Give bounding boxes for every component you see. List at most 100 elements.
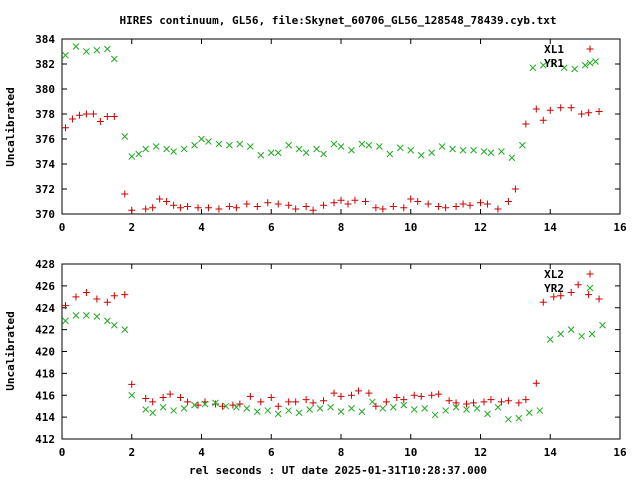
yr2-point (557, 330, 565, 338)
x-tick-label: 6 (268, 446, 275, 459)
xl1-point (379, 205, 387, 213)
xl1-point (243, 200, 251, 208)
xl2-point (229, 401, 237, 409)
x-tick-label: 4 (198, 446, 205, 459)
yr1-point (191, 141, 198, 149)
yr2-point (103, 317, 111, 325)
yr1-point (571, 65, 579, 73)
xl2-point (246, 392, 254, 400)
xl2-point (110, 292, 118, 300)
yr2-point (567, 326, 575, 333)
y-tick-label: 376 (35, 133, 55, 146)
yr1-point (550, 60, 558, 68)
yr2-point (546, 336, 554, 343)
yr1-point (320, 150, 327, 158)
xl1-point (578, 110, 586, 118)
xl1-point (225, 203, 233, 210)
x-axis-label: rel seconds : UT date 2025-01-31T10:28:3… (189, 464, 487, 477)
xl2-point (121, 291, 129, 299)
xl2-point (445, 397, 453, 405)
x-tick-label: 12 (474, 221, 487, 234)
xl1-point (595, 108, 603, 115)
x-tick-label: 2 (128, 221, 135, 234)
yr1-point (121, 133, 129, 140)
yr2-point (142, 406, 150, 413)
top-panel: Uncalibrated 0 2 4 6 8 10 12 14 16 370 372 374 376 37… (4, 33, 627, 234)
y-tick-label: 424 (35, 302, 55, 315)
yr2-point (337, 408, 345, 416)
yr2-point (536, 407, 544, 414)
xl1-point (264, 199, 272, 207)
yr2-point (159, 403, 167, 411)
y-tick-label: 414 (35, 411, 55, 424)
y-tick-label: 422 (35, 324, 55, 337)
xl2-point (417, 392, 425, 400)
yr1-point (386, 150, 394, 158)
y-tick-label: 428 (35, 258, 55, 271)
x-tick-label: 16 (613, 221, 627, 234)
xl1-point (177, 204, 185, 212)
xl1-point (539, 116, 547, 124)
xl1-point (389, 203, 397, 210)
yr2-point (599, 321, 606, 329)
xl2-point (585, 291, 593, 299)
yr1-point (135, 150, 143, 158)
yr2-point (306, 406, 313, 413)
xl2-point (309, 399, 317, 407)
xl1-point (424, 200, 432, 208)
yr1-point (529, 64, 537, 72)
yr1-point (581, 61, 589, 69)
xl2-point (337, 392, 345, 400)
xl1-point (142, 205, 150, 213)
x-tick-label: 6 (268, 221, 275, 234)
xl1-point (232, 204, 240, 212)
xl1-point (361, 198, 369, 205)
yr2-point (233, 403, 240, 411)
yr2-point (72, 312, 80, 319)
bottom-y-axis-label: Uncalibrated (4, 311, 17, 390)
xl2-point (274, 402, 282, 410)
xl2-point (218, 402, 226, 410)
xl1-point (414, 198, 422, 205)
yr2-point (180, 405, 188, 412)
xl2-point (382, 398, 390, 406)
yr2-point (285, 407, 293, 414)
x-tick-label: 8 (338, 446, 345, 459)
xl1-point (149, 204, 157, 212)
yr1-point (407, 146, 415, 154)
xl1-point (194, 204, 202, 212)
yr1-point (215, 140, 223, 148)
xl1-point (61, 124, 69, 132)
xl2-point (166, 390, 174, 398)
xl1-point (215, 205, 223, 213)
bottom-plot-frame (61, 263, 621, 440)
yr1-point (163, 145, 170, 153)
x-tick-label: 12 (474, 446, 487, 459)
yr2-point (62, 317, 69, 325)
yr1-point (236, 140, 244, 148)
yr1-point (459, 146, 467, 154)
y-tick-label: 420 (35, 346, 55, 359)
xl1-point (511, 185, 519, 193)
xl1-point (557, 104, 565, 112)
yr2-point (295, 409, 303, 417)
xl1-point (344, 200, 352, 208)
xl2-point (532, 379, 540, 387)
yr1-point (438, 143, 446, 150)
yr1-point (417, 151, 425, 159)
yr1-point (274, 149, 282, 157)
xl2-point (504, 397, 512, 405)
yr1-point (62, 51, 69, 59)
xl2-point (410, 391, 418, 399)
xl1-point (274, 200, 282, 208)
yr2-point (264, 407, 272, 414)
x-tick-label: 0 (59, 446, 66, 459)
xl1-point (89, 110, 97, 118)
yr1-point (72, 43, 80, 50)
yr1-point (592, 58, 599, 65)
yr2-point (369, 398, 376, 406)
xl2-point (211, 400, 219, 408)
xl2-point (82, 288, 90, 296)
xl1-point (522, 120, 530, 128)
x-tick-label: 0 (59, 221, 66, 234)
